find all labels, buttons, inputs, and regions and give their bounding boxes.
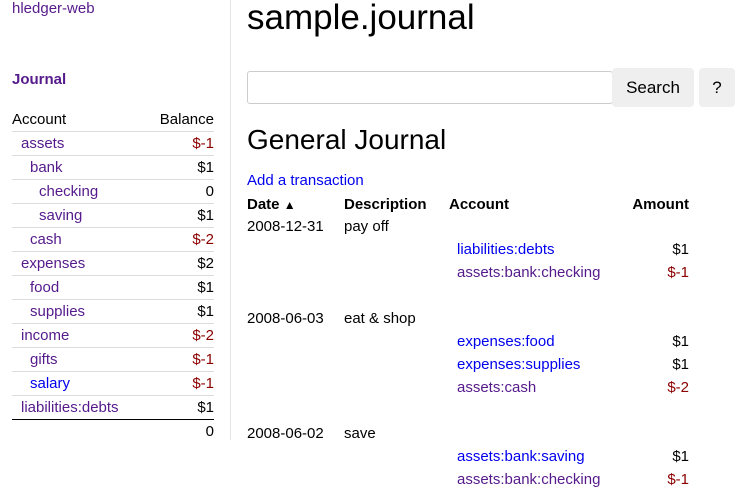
- account-link[interactable]: income: [21, 327, 70, 344]
- account-row: checking 0: [12, 179, 214, 204]
- account-row: assets $-1: [12, 131, 214, 156]
- account-balance: $-2: [145, 323, 214, 348]
- transaction-description: save: [344, 425, 376, 442]
- total-balance: 0: [145, 419, 214, 443]
- account-balance: $1: [145, 299, 214, 324]
- posting-account-link[interactable]: assets:cash: [457, 379, 537, 396]
- account-balance: $1: [145, 203, 214, 228]
- account-link[interactable]: saving: [39, 207, 83, 224]
- search-button[interactable]: Search: [612, 68, 694, 107]
- transaction-row[interactable]: 2008-06-03 eat & shop: [247, 307, 689, 330]
- account-balance: 0: [145, 179, 214, 204]
- posting-amount: $-2: [667, 379, 689, 396]
- section-heading: General Journal: [247, 124, 447, 155]
- posting-row: assets:cash $-2: [247, 376, 689, 399]
- posting-row: assets:bank:checking $-1: [247, 468, 689, 491]
- posting-row: expenses:food $1: [247, 330, 689, 353]
- description-header: Description: [344, 196, 427, 213]
- transaction-row[interactable]: 2008-12-31 pay off: [247, 215, 689, 238]
- transaction-date: 2008-06-03: [247, 310, 324, 327]
- journal-table: Date ▲ Description Account Amount 2008-1…: [247, 194, 689, 491]
- account-link[interactable]: cash: [30, 231, 62, 248]
- account-link[interactable]: checking: [39, 183, 99, 200]
- transaction-description: eat & shop: [344, 310, 416, 327]
- account-row: expenses $2: [12, 251, 214, 276]
- account-link[interactable]: gifts: [30, 351, 58, 368]
- posting-account-link[interactable]: assets:bank:checking: [457, 471, 601, 488]
- account-header: Account: [12, 111, 67, 128]
- posting-amount: $-1: [667, 471, 689, 488]
- account-row: income $-2: [12, 323, 214, 348]
- posting-amount: $-1: [667, 264, 689, 281]
- posting-row: assets:bank:checking $-1: [247, 261, 689, 284]
- sidebar: hledger-web Journal Account Balance asse…: [0, 0, 231, 443]
- account-link[interactable]: bank: [30, 159, 63, 176]
- account-row: bank $1: [12, 155, 214, 180]
- chevron-up-icon: ▲: [283, 198, 296, 212]
- posting-amount: $1: [672, 241, 689, 258]
- brand-link[interactable]: hledger-web: [12, 0, 95, 17]
- account-row: salary $-1: [12, 371, 214, 396]
- posting-account-link[interactable]: assets:bank:saving: [457, 448, 585, 465]
- account-link[interactable]: salary: [30, 375, 71, 392]
- account-link[interactable]: supplies: [30, 303, 86, 320]
- transaction-row[interactable]: 2008-06-02 save: [247, 422, 689, 445]
- account-link[interactable]: food: [30, 279, 60, 296]
- account-link[interactable]: assets: [21, 135, 65, 152]
- posting-account-link[interactable]: assets:bank:checking: [457, 264, 601, 281]
- posting-row: expenses:supplies $1: [247, 353, 689, 376]
- posting-account-link[interactable]: liabilities:debts: [457, 241, 555, 258]
- posting-amount: $1: [672, 356, 689, 373]
- add-transaction-link[interactable]: Add a transaction: [247, 172, 364, 189]
- account-header: Account: [449, 196, 509, 213]
- account-balance: $1: [145, 395, 214, 420]
- posting-amount: $1: [672, 448, 689, 465]
- date-header[interactable]: Date ▲: [247, 196, 296, 213]
- journal-link[interactable]: Journal: [12, 71, 67, 88]
- balance-header: Balance: [159, 111, 214, 128]
- accounts-table: Account Balance assets $-1 bank $1 checking 0…: [12, 108, 214, 443]
- posting-amount: $1: [672, 333, 689, 350]
- account-row: liabilities:debts $1: [12, 395, 214, 420]
- account-link[interactable]: expenses: [21, 255, 86, 272]
- account-balance: $-1: [145, 131, 214, 156]
- account-link[interactable]: liabilities:debts: [21, 399, 119, 416]
- posting-row: liabilities:debts $1: [247, 238, 689, 261]
- posting-row: assets:bank:saving $1: [247, 445, 689, 468]
- search-input[interactable]: [247, 71, 613, 104]
- posting-account-link[interactable]: expenses:food: [457, 333, 555, 350]
- account-row: saving $1: [12, 203, 214, 228]
- account-balance: $1: [145, 275, 214, 300]
- account-row: gifts $-1: [12, 347, 214, 372]
- page-title: sample.journal: [247, 0, 475, 37]
- account-balance: $1: [145, 155, 214, 180]
- account-balance: $-1: [145, 347, 214, 372]
- help-button[interactable]: ?: [699, 68, 735, 107]
- transaction-date: 2008-06-02: [247, 425, 324, 442]
- account-balance: $2: [145, 251, 214, 276]
- account-balance: $-1: [145, 371, 214, 396]
- posting-account-link[interactable]: expenses:supplies: [457, 356, 581, 373]
- total-row: 0: [12, 419, 214, 443]
- transaction-date: 2008-12-31: [247, 218, 324, 235]
- transaction-description: pay off: [344, 218, 389, 235]
- account-balance: $-2: [145, 227, 214, 252]
- account-row: food $1: [12, 275, 214, 300]
- account-row: supplies $1: [12, 299, 214, 324]
- amount-header: Amount: [632, 196, 689, 213]
- account-row: cash $-2: [12, 227, 214, 252]
